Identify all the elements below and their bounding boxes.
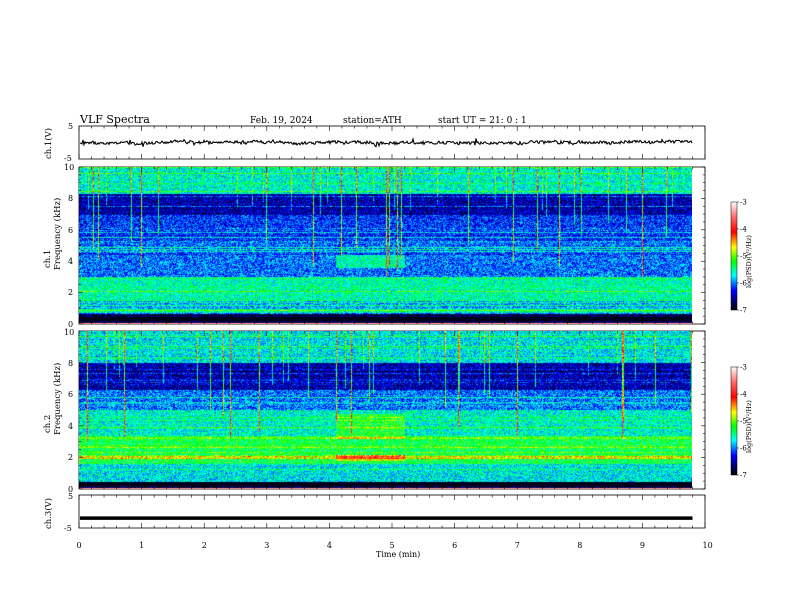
- colorbar-label: log(PSD)(V²/Hz): [745, 400, 753, 453]
- x-tick-label: 2: [202, 541, 207, 550]
- colorbar-tick-label: -3: [740, 199, 747, 207]
- x-tick-label: 9: [640, 541, 645, 550]
- colorbar-ch2: -3 -4 -5 -6 -7 log(PSD)(V²/Hz): [730, 364, 753, 480]
- panel-ch1-spectrogram: 10 8 6 4 2 0 ch.1 Frequency (kHz): [43, 163, 706, 329]
- ytick-label: 8: [68, 359, 73, 368]
- date-label: Feb. 19, 2024: [250, 116, 313, 126]
- panel-ch3-waveform: 5 -5 ch.3(V): [43, 492, 706, 533]
- colorbar-tick-label: -3: [740, 364, 747, 372]
- colorbar-tick-label: -7: [740, 472, 747, 480]
- colorbar-tick-label: -4: [740, 226, 747, 234]
- y-axis-label: ch.1(V): [43, 128, 54, 159]
- ytick-label: 5: [68, 492, 73, 501]
- channel-label: ch.1: [43, 250, 53, 268]
- x-tick-label: 8: [577, 541, 582, 550]
- colorbar-ch1: -3 -4 -5 -6 -7 log(PSD)(V²/Hz): [730, 199, 753, 315]
- colorbar-tick-label: -6: [740, 445, 747, 453]
- chart-title: VLF Spectra: [79, 113, 150, 126]
- colorbar-tick-label: -7: [740, 307, 747, 315]
- x-tick-label: 10: [703, 541, 713, 550]
- panel-ch1-waveform: 5 -5 ch.1(V): [43, 122, 706, 163]
- y-axis-label: Frequency (kHz): [52, 363, 63, 435]
- station-label: station=ATH: [343, 116, 402, 126]
- ytick-label: 4: [68, 422, 73, 431]
- ch1-spectrogram-image: [79, 167, 692, 324]
- colorbar-label: log(PSD)(V²/Hz): [745, 235, 753, 288]
- start-time-label: start UT = 21: 0 : 1: [438, 116, 527, 126]
- ytick-label: 2: [68, 453, 73, 462]
- colorbar-gradient: [730, 201, 738, 311]
- panel-frame: [78, 494, 706, 529]
- colorbar-tick-label: -4: [740, 391, 747, 399]
- ch1-waveform-line: [79, 137, 693, 148]
- colorbar-tick-label: -5: [740, 418, 747, 426]
- ytick-label: 10: [64, 163, 74, 172]
- ytick-label: -5: [64, 524, 72, 533]
- x-tick-label: 3: [264, 541, 269, 550]
- x-tick-label: 1: [139, 541, 144, 550]
- x-axis-label: Time (min): [376, 550, 420, 559]
- y-axis-label: ch.3(V): [43, 498, 54, 529]
- ytick-label: 4: [68, 257, 73, 266]
- x-tick-label: 5: [390, 541, 395, 550]
- colorbar-gradient: [730, 366, 738, 476]
- ytick-label: 0: [68, 320, 73, 329]
- ytick-label: 8: [68, 194, 73, 203]
- x-tick-label: 6: [452, 541, 457, 550]
- ytick-label: 6: [68, 226, 73, 235]
- x-tick-label: 0: [77, 541, 82, 550]
- colorbar-tick-label: -6: [740, 280, 747, 288]
- y-axis-label: Frequency (kHz): [52, 198, 63, 270]
- colorbar-tick-label: -5: [740, 253, 747, 261]
- panel-ch2-spectrogram: 10 8 6 4 2 0 ch.2 Frequency (kHz): [43, 328, 706, 494]
- x-tick-label: 4: [327, 541, 332, 550]
- ytick-label: 5: [68, 122, 73, 131]
- x-tick-label: 7: [515, 541, 520, 550]
- ytick-label: 2: [68, 288, 73, 297]
- ytick-label: 6: [68, 390, 73, 399]
- x-tick-labels: 0 1 2 3 4 5 6 7 8 9 10: [77, 541, 713, 550]
- channel-label: ch.2: [43, 415, 53, 433]
- ytick-label: 0: [68, 485, 73, 494]
- ch2-spectrogram-image: [79, 331, 692, 489]
- ytick-label: -5: [64, 154, 72, 163]
- ytick-label: 10: [64, 328, 74, 337]
